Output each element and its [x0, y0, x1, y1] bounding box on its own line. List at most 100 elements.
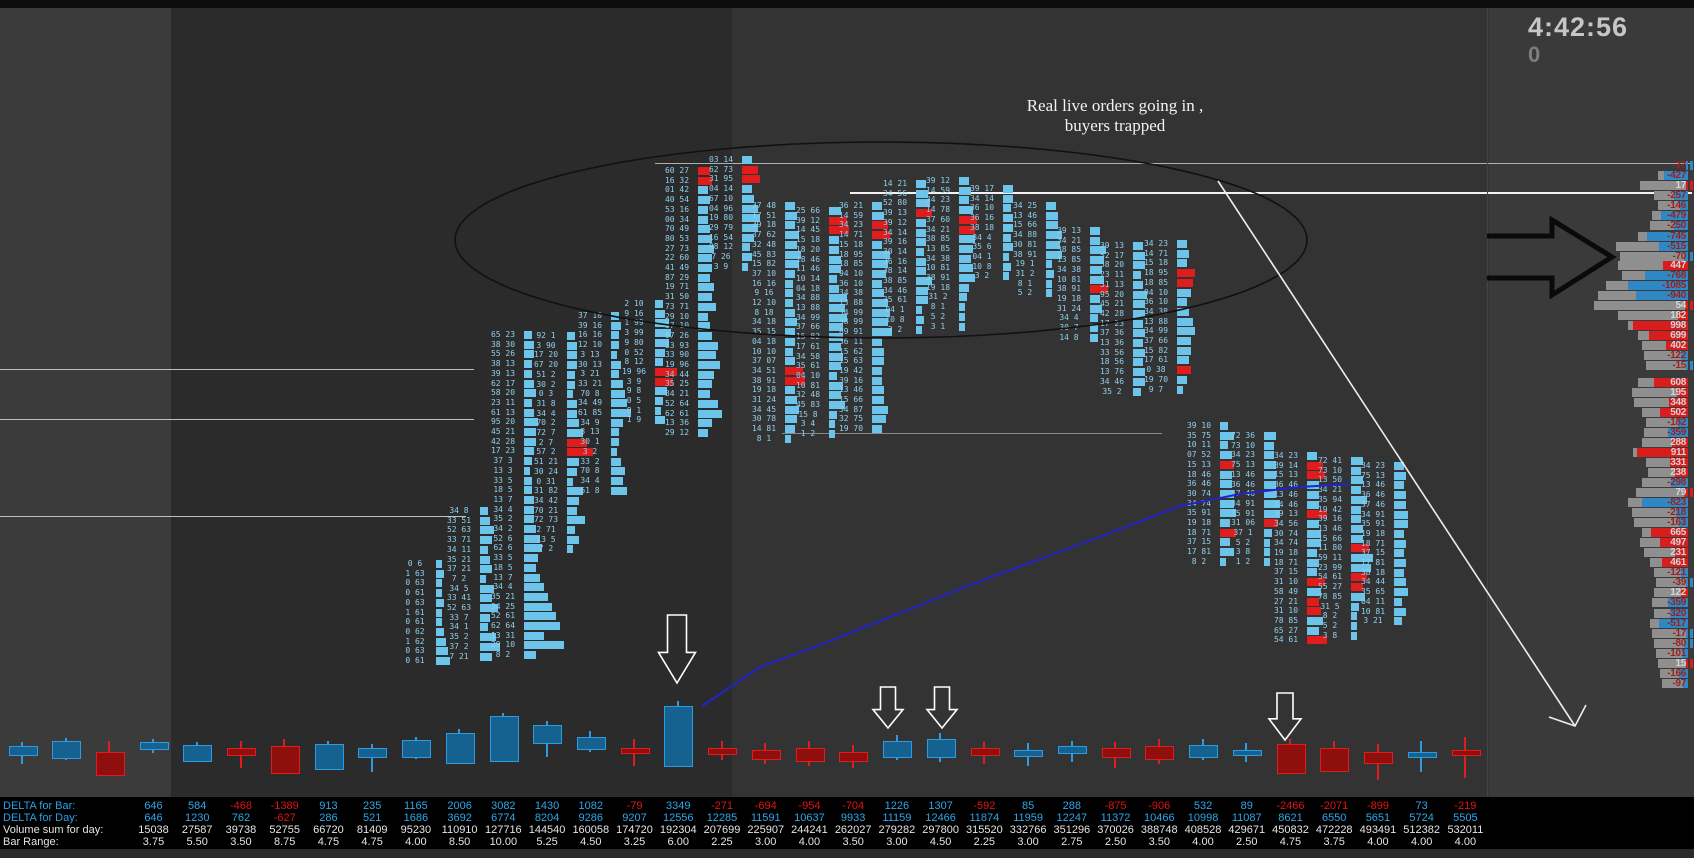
footprint-row: 34 99: [795, 312, 821, 322]
table-cell-value: 3.50: [1148, 836, 1170, 848]
footprint-delta-bar: [611, 486, 627, 495]
footprint-delta-bar: [1177, 346, 1191, 355]
footprint-delta-bar: [1177, 288, 1191, 297]
footprint-row: 34 23: [1143, 239, 1169, 248]
footprint-row: 39 16: [1317, 514, 1343, 524]
footprint-delta-bar: [524, 408, 534, 417]
footprint-delta-bar: [655, 358, 663, 367]
footprint-row: 36 46: [1186, 479, 1212, 489]
footprint-row: 19 18: [1186, 518, 1212, 527]
text-annotation-line2[interactable]: buyers trapped: [1064, 116, 1166, 135]
profile-tick: [1690, 659, 1693, 668]
footprint-delta-bar: [698, 390, 710, 399]
footprint-delta-bar: [1394, 510, 1408, 519]
footprint-delta-bar: [611, 409, 631, 417]
profile-delta-value: -17: [1672, 628, 1686, 639]
footprint-row: 34 58: [795, 351, 821, 361]
footprint-delta-bar: [1133, 358, 1143, 367]
table-cell-value: 2.75: [1061, 836, 1083, 848]
footprint-delta-bar: [567, 419, 579, 428]
footprint-row: 15 66: [838, 395, 864, 404]
footprint-row: 34 25: [1012, 201, 1038, 210]
footprint-row: 30 74: [1186, 488, 1212, 498]
table-cell-value: 6774: [491, 812, 516, 824]
footprint-delta-bar: [1264, 432, 1276, 440]
footprint-delta-bar: [567, 535, 579, 544]
footprint-delta-bar: [785, 434, 791, 443]
profile-delta-value: -768: [1667, 270, 1686, 281]
footprint-row: 15 18: [838, 239, 864, 249]
footprint-row: 8 1: [1017, 278, 1033, 288]
footprint-row: 18 95: [838, 249, 864, 259]
footprint-delta-bar: [480, 545, 488, 554]
candle-body: [445, 733, 475, 764]
footprint-row: 04 10: [795, 370, 821, 380]
profile-volume-bar: [1644, 428, 1688, 437]
profile-delta-bar: [1684, 252, 1688, 261]
footprint-row: 0 61: [405, 656, 425, 665]
footprint-delta-bar: [872, 347, 884, 356]
footprint-delta-bar: [829, 420, 835, 429]
footprint-row: 35 91: [1360, 519, 1386, 529]
footprint-delta-bar: [567, 506, 577, 515]
table-cell-value: 11874: [969, 812, 1000, 824]
table-cell-value: 5505: [1453, 812, 1478, 824]
table-cell-value: -2071: [1320, 800, 1349, 812]
footprint-delta-bar: [1394, 539, 1406, 548]
profile-delta-bar: [1633, 321, 1688, 330]
footprint-delta-bar: [436, 589, 442, 598]
footprint-row: 37 21: [446, 564, 472, 574]
footprint-row: 17 20: [533, 350, 559, 360]
text-annotation-line1[interactable]: Real live orders going in ,: [1026, 96, 1204, 115]
clock-counter: 0: [1528, 42, 1541, 67]
footprint-delta-bar: [524, 573, 540, 582]
footprint-row: 58 20: [1099, 260, 1125, 270]
profile-delta-value: -39: [1672, 577, 1686, 588]
footprint-row: 39 14: [1273, 460, 1299, 470]
profile-delta-value: -182: [1667, 417, 1686, 428]
table-cell-value: 10637: [794, 812, 825, 824]
footprint-row: 18 71: [1273, 557, 1299, 567]
session-clock: 4:42:56: [1528, 12, 1629, 42]
footprint-row: 36 46: [1360, 490, 1386, 500]
footprint-row: 3 8: [1322, 630, 1338, 640]
footprint-row: 62 17: [490, 378, 516, 388]
footprint-row: 18 95: [1143, 268, 1169, 278]
footprint-row: 34 44: [1360, 577, 1386, 587]
footprint-row: 70 2: [536, 418, 556, 428]
footprint-delta-bar: [480, 507, 488, 515]
table-cell-value: 3.00: [755, 836, 777, 848]
profile-delta-value: -823: [1667, 497, 1686, 508]
table-cell-value: -2466: [1276, 800, 1305, 812]
table-cell-value: 225907: [747, 824, 785, 836]
footprint-delta-bar: [567, 409, 577, 418]
footprint-row: 19 71: [664, 282, 690, 292]
footprint-delta-bar: [611, 341, 619, 350]
footprint-row: 14 71: [1143, 248, 1169, 258]
table-cell-value: 532011: [1447, 824, 1484, 836]
footprint-row: 38 91: [1056, 284, 1082, 294]
table-cell-value: -704: [842, 800, 865, 812]
footprint-row: 9 7: [1148, 384, 1164, 394]
footprint-row: 9 80: [624, 337, 644, 347]
footprint-row: 38 99: [838, 317, 864, 327]
footprint-row: 08 12: [708, 242, 734, 252]
footprint-row: 37 07: [751, 356, 777, 366]
horizontal-price-line: [782, 433, 1162, 434]
footprint-row: 36 10: [1143, 297, 1169, 307]
table-cell-value: 6550: [1321, 812, 1347, 824]
table-cell-value: 9933: [840, 812, 866, 824]
footprint-delta-bar: [480, 633, 496, 642]
footprint-row: 35 2: [1102, 386, 1122, 396]
footprint-row: 33 93: [664, 340, 690, 350]
footprint-row: 17 23: [1099, 318, 1125, 328]
footprint-delta-bar: [567, 448, 593, 457]
candle-body: [970, 748, 1000, 756]
footprint-row: 52 17: [1099, 250, 1125, 260]
footprint-row: 62 6: [493, 543, 513, 553]
footprint-row: 45 21: [1099, 299, 1125, 309]
footprint-row: 72 41: [1317, 456, 1343, 465]
table-cell-value: -219: [1454, 800, 1477, 812]
profile-volume-bar: [1632, 388, 1688, 397]
